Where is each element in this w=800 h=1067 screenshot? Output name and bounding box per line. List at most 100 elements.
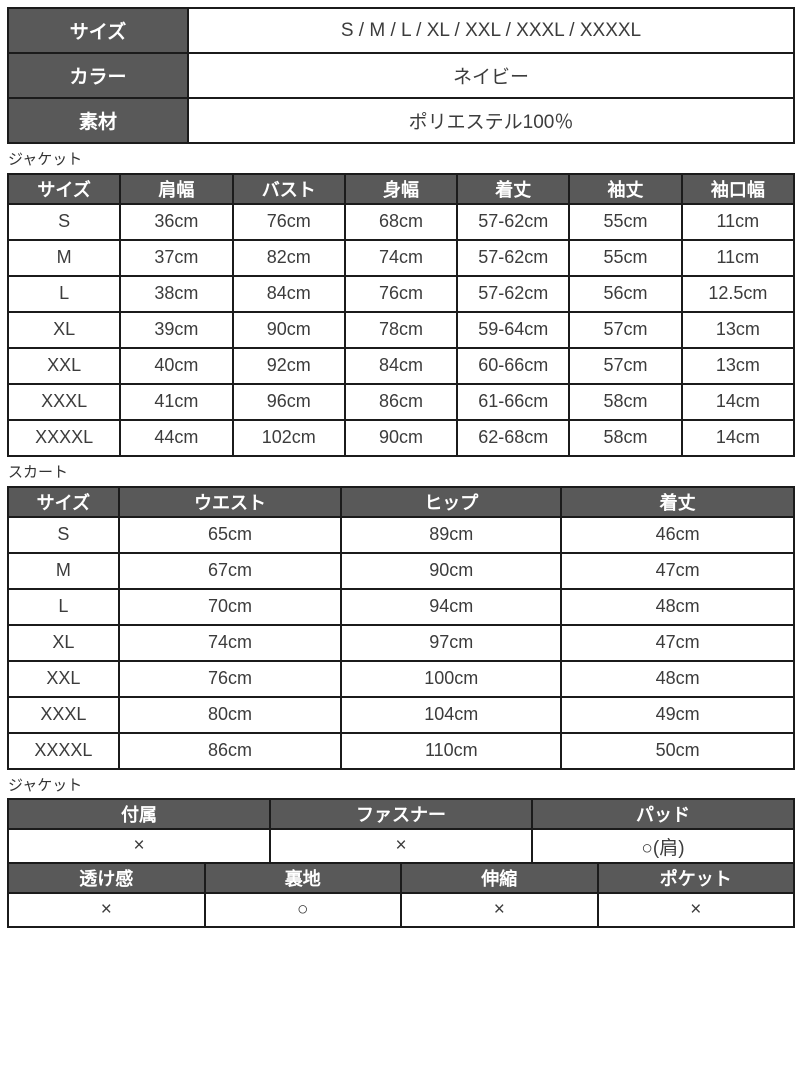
info-label-size: サイズ: [7, 7, 189, 54]
table-cell: M: [6, 238, 122, 277]
table-cell: 96cm: [231, 382, 346, 421]
table-row: × × ○(肩): [7, 828, 795, 865]
table-cell: 57-62cm: [456, 274, 571, 313]
table-row: XXXL 41cm 96cm 86cm 61-66cm 58cm 14cm: [6, 382, 796, 421]
table-row: M 67cm 90cm 47cm: [7, 551, 795, 590]
table-cell: 61-66cm: [456, 382, 571, 421]
table-cell: 62-68cm: [456, 418, 571, 457]
skirt-size-table: サイズ ウエスト ヒップ 着丈 S 65cm 89cm 46cm M 67cm 90cm 47cm L…: [7, 485, 795, 770]
column-header: サイズ: [6, 172, 122, 205]
table-cell: 92cm: [231, 346, 346, 385]
column-header: 袖口幅: [680, 172, 796, 205]
table-cell: 68cm: [343, 202, 459, 241]
table-row: 素材 ポリエステル100％: [7, 97, 795, 144]
info-value-size: S / M / L / XL / XXL / XXXL / XXXXL: [187, 7, 795, 54]
table-cell: 65cm: [117, 515, 343, 554]
column-header: 身幅: [343, 172, 459, 205]
column-header: 付属: [7, 798, 271, 831]
table-cell: 47cm: [560, 551, 795, 590]
table-cell: 56cm: [568, 274, 683, 313]
table-cell: 110cm: [340, 731, 563, 770]
table-cell: ×: [596, 892, 795, 929]
table-cell: 48cm: [560, 659, 795, 698]
table-row: XXL 76cm 100cm 48cm: [7, 659, 795, 698]
table-cell: 104cm: [340, 695, 563, 734]
column-header: バスト: [231, 172, 346, 205]
table-cell: XL: [6, 310, 122, 349]
table-cell: 70cm: [117, 587, 343, 626]
column-header: サイズ: [7, 485, 120, 518]
table-cell: ×: [7, 828, 271, 865]
table-cell: 74cm: [343, 238, 459, 277]
table-cell: 41cm: [119, 382, 234, 421]
table-cell: 94cm: [340, 587, 563, 626]
table-cell: 50cm: [560, 731, 795, 770]
table-cell: 59-64cm: [456, 310, 571, 349]
table-cell: L: [7, 587, 120, 626]
table-cell: S: [6, 202, 122, 241]
table-cell: 60-66cm: [456, 346, 571, 385]
table-cell: 48cm: [560, 587, 795, 626]
table-cell: 82cm: [231, 238, 346, 277]
table-row: サイズ S / M / L / XL / XXL / XXXL / XXXXL: [7, 7, 795, 54]
table-cell: 90cm: [340, 551, 563, 590]
table-cell: 11cm: [680, 238, 796, 277]
table-cell: L: [6, 274, 122, 313]
column-header: ヒップ: [340, 485, 563, 518]
table-row: XXXXL 86cm 110cm 50cm: [7, 731, 795, 770]
column-header: 着丈: [456, 172, 571, 205]
table-cell: 67cm: [117, 551, 343, 590]
info-label-color: カラー: [7, 52, 189, 99]
table-cell: 89cm: [340, 515, 563, 554]
table-cell: 11cm: [680, 202, 796, 241]
table-cell: 55cm: [568, 202, 683, 241]
table-cell: 76cm: [117, 659, 343, 698]
table-cell: 97cm: [340, 623, 563, 662]
table-cell: 80cm: [117, 695, 343, 734]
table-cell: XXXXL: [6, 418, 122, 457]
table-row: S 36cm 76cm 68cm 57-62cm 55cm 11cm: [6, 202, 796, 241]
table-cell: 14cm: [680, 418, 796, 457]
table-cell: ×: [7, 892, 206, 929]
table-cell: XXXXL: [7, 731, 120, 770]
table-row: × ○ × ×: [7, 892, 795, 929]
table-cell: 102cm: [231, 418, 346, 457]
info-label-material: 素材: [7, 97, 189, 144]
column-header: 着丈: [560, 485, 795, 518]
table-cell: XXXL: [6, 382, 122, 421]
table-cell: ○(肩): [531, 828, 795, 865]
table-cell: 40cm: [119, 346, 234, 385]
table-cell: 46cm: [560, 515, 795, 554]
table-cell: 76cm: [231, 202, 346, 241]
table-cell: 39cm: [119, 310, 234, 349]
table-cell: XXXL: [7, 695, 120, 734]
column-header: ポケット: [596, 862, 795, 895]
column-header: 透け感: [7, 862, 206, 895]
section-label-skirt: スカート: [8, 463, 69, 481]
table-cell: XXL: [6, 346, 122, 385]
table-cell: XL: [7, 623, 120, 662]
table-cell: 84cm: [231, 274, 346, 313]
jacket-details-table-top: 付属 ファスナー パッド × × ○(肩): [7, 798, 795, 865]
table-row: XL 74cm 97cm 47cm: [7, 623, 795, 662]
table-cell: 57-62cm: [456, 238, 571, 277]
table-row: S 65cm 89cm 46cm: [7, 515, 795, 554]
table-cell: 36cm: [119, 202, 234, 241]
table-cell: 58cm: [568, 382, 683, 421]
column-header: 裏地: [203, 862, 402, 895]
table-row: L 38cm 84cm 76cm 57-62cm 56cm 12.5cm: [6, 274, 796, 313]
size-chart-page: サイズ S / M / L / XL / XXL / XXXL / XXXXL …: [6, 7, 796, 929]
table-row: XXXL 80cm 104cm 49cm: [7, 695, 795, 734]
table-header-row: サイズ 肩幅 バスト 身幅 着丈 袖丈 袖口幅: [6, 172, 796, 205]
column-header: ファスナー: [269, 798, 533, 831]
column-header: パッド: [531, 798, 795, 831]
table-cell: 55cm: [568, 238, 683, 277]
section-label-jacket-details: ジャケット: [8, 776, 83, 794]
table-cell: 37cm: [119, 238, 234, 277]
table-cell: 74cm: [117, 623, 343, 662]
table-row: XXL 40cm 92cm 84cm 60-66cm 57cm 13cm: [6, 346, 796, 385]
section-label-jacket: ジャケット: [8, 151, 83, 168]
table-cell: 57-62cm: [456, 202, 571, 241]
table-header-row: 付属 ファスナー パッド: [7, 798, 795, 831]
table-cell: XXL: [7, 659, 120, 698]
